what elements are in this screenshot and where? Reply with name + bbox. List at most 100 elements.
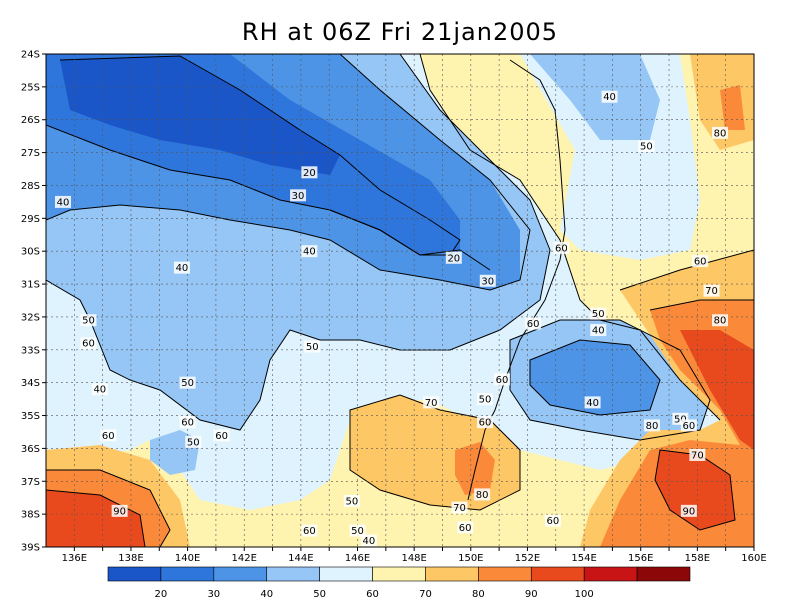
svg-text:50: 50 <box>181 378 194 389</box>
lat-label: 27S <box>21 148 40 159</box>
lat-label: 28S <box>21 181 40 192</box>
contour-70-se <box>619 249 754 291</box>
colorbar-label: 80 <box>472 589 485 600</box>
contour-50 <box>46 54 551 431</box>
lon-label: 140E <box>175 553 200 564</box>
lon-label: 138E <box>118 553 143 564</box>
colorbar-swatch <box>319 566 373 582</box>
rh-band-80-90-ne <box>720 85 745 130</box>
svg-text:80: 80 <box>714 316 727 327</box>
svg-text:70: 70 <box>425 398 438 409</box>
rh-band-90-100-se <box>655 450 735 530</box>
svg-text:60: 60 <box>215 431 228 442</box>
lon-label: 160E <box>741 553 766 564</box>
svg-text:50: 50 <box>592 309 605 320</box>
lat-label: 33S <box>21 345 40 356</box>
lon-label: 136E <box>62 553 87 564</box>
svg-text:30: 30 <box>481 276 494 287</box>
contour-label: 50 <box>80 314 97 327</box>
lon-label: 152E <box>515 553 540 564</box>
contour-label: 60 <box>476 416 493 429</box>
contour-label: 80 <box>712 314 729 327</box>
lon-axis-labels: 136E 138E 140E 142E 144E 146E 148E 150E 152E 154E… <box>62 547 767 564</box>
contour-label: 40 <box>590 324 607 337</box>
colorbar-swatch <box>425 566 479 582</box>
contour-label: 30 <box>479 274 496 287</box>
rh-band-90-100-e <box>680 330 754 450</box>
svg-text:80: 80 <box>714 128 727 139</box>
svg-text:60: 60 <box>82 339 95 350</box>
lat-label: 37S <box>21 477 40 488</box>
svg-text:60: 60 <box>555 243 568 254</box>
colorbar-label: 90 <box>525 589 538 600</box>
lat-label: 30S <box>21 247 40 258</box>
lon-label: 142E <box>232 553 257 564</box>
colorbar-label: 20 <box>155 589 168 600</box>
svg-text:60: 60 <box>303 526 316 537</box>
svg-text:20: 20 <box>447 253 460 264</box>
svg-text:40: 40 <box>603 92 616 103</box>
svg-text:50: 50 <box>479 395 492 406</box>
contour-label: 50 <box>590 307 607 320</box>
colorbar-label: 30 <box>207 589 220 600</box>
svg-text:70: 70 <box>691 450 704 461</box>
contour-label: 60 <box>179 416 196 429</box>
lon-label: 146E <box>345 553 370 564</box>
svg-text:60: 60 <box>459 523 472 534</box>
coastline <box>467 59 566 501</box>
contour-80-se <box>649 299 754 311</box>
gridlines <box>46 54 754 547</box>
contour-label: 60 <box>301 524 318 537</box>
contour-label: 50 <box>179 376 196 389</box>
contour-label: 70 <box>423 396 440 409</box>
contour-label: 50 <box>638 140 655 153</box>
contour-label: 50 <box>185 435 202 448</box>
contour-label: 60 <box>80 337 97 350</box>
contour-30 <box>46 124 491 271</box>
svg-text:50: 50 <box>82 316 95 327</box>
svg-text:40: 40 <box>592 326 605 337</box>
colorbar-label: 60 <box>366 589 379 600</box>
contour-label: 20 <box>301 166 318 179</box>
svg-text:40: 40 <box>303 247 316 258</box>
contour-label: 60 <box>680 419 697 432</box>
contour-label: 70 <box>689 448 706 461</box>
contour-label: 60 <box>553 241 570 254</box>
contour-40-e <box>529 339 661 416</box>
svg-text:60: 60 <box>682 421 695 432</box>
plot-frame <box>45 53 755 548</box>
svg-text:50: 50 <box>674 414 687 425</box>
lat-label: 26S <box>21 115 40 126</box>
contour-labels: 2030404040203040508060607080506040505060… <box>54 90 729 547</box>
colorbar-swatch <box>636 566 691 582</box>
colorbar: 20 30 40 50 60 70 80 90 100 <box>107 566 691 600</box>
rh-band-lt-20 <box>60 56 340 175</box>
svg-text:80: 80 <box>646 421 659 432</box>
svg-text:60: 60 <box>527 319 540 330</box>
colorbar-swatch <box>107 566 162 582</box>
contour-label: 30 <box>290 189 307 202</box>
lat-label: 32S <box>21 312 40 323</box>
lat-label: 31S <box>21 280 40 291</box>
svg-text:60: 60 <box>694 257 707 268</box>
svg-text:40: 40 <box>93 385 106 396</box>
contour-label: 20 <box>445 251 462 264</box>
contour-label: 80 <box>474 488 491 501</box>
map-title: RH at 06Z Fri 21jan2005 <box>241 18 559 46</box>
lat-label: 24S <box>21 50 40 61</box>
svg-text:60: 60 <box>102 431 115 442</box>
svg-text:60: 60 <box>181 418 194 429</box>
svg-text:40: 40 <box>586 398 599 409</box>
contour-label: 60 <box>544 514 561 527</box>
svg-text:40: 40 <box>57 197 70 208</box>
lat-label: 25S <box>21 82 40 93</box>
colorbar-swatch <box>478 566 532 582</box>
contour-80-sw <box>46 469 171 547</box>
lat-label: 29S <box>21 214 40 225</box>
lon-label: 150E <box>458 553 483 564</box>
contour-label: 80 <box>712 126 729 139</box>
lat-label: 34S <box>21 378 40 389</box>
lat-label: 36S <box>21 444 40 455</box>
colorbar-label: 40 <box>260 589 273 600</box>
